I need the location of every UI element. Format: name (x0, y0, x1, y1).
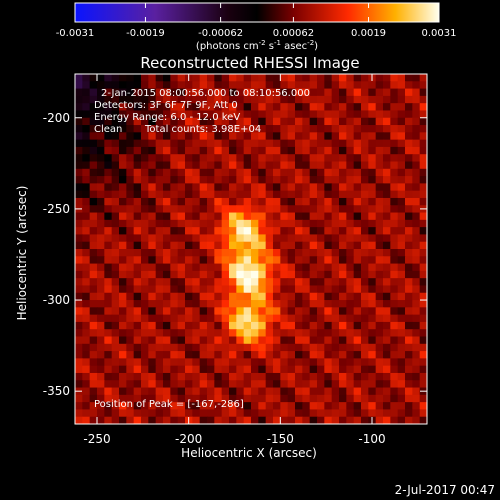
x-tick-label: -250 (83, 432, 110, 446)
colorbar-tick-label: -0.00062 (198, 28, 243, 39)
axis-ticks (75, 74, 427, 424)
x-tick-label: -150 (267, 432, 294, 446)
colorbar-ticks (74, 3, 440, 22)
x-tick-label: -100 (358, 432, 385, 446)
colorbar-units: (photons cm-2 s-1 asec-2) (196, 39, 318, 52)
heatmap-image (75, 74, 427, 424)
chart-title: Reconstructed RHESSI Image (140, 54, 359, 72)
annotation-clean: Clean (94, 124, 122, 135)
annotation-time-range: 2-Jan-2015 08:00:56.000 to 08:10:56.000 (101, 88, 310, 99)
colorbar-tick-label: 0.0031 (422, 28, 457, 39)
y-tick-labels: -200 -250 -300 -350 (43, 111, 70, 398)
annotation-energy-range: Energy Range: 6.0 - 12.0 keV (94, 112, 240, 123)
colorbar-tick-label: -0.0031 (56, 28, 95, 39)
y-tick-label: -350 (43, 384, 70, 398)
plot-area (74, 73, 428, 425)
y-axis-label: Heliocentric Y (arcsec) (15, 186, 29, 321)
colorbar-gradient (74, 2, 440, 23)
colorbar-tick-label: -0.0019 (126, 28, 165, 39)
plot-frame (74, 73, 428, 425)
x-tick-labels: -250 -200 -150 -100 (83, 432, 385, 446)
y-tick-label: -250 (43, 202, 70, 216)
y-tick-label: -200 (43, 111, 70, 125)
footer-date: 2-Jul-2017 00:47 (395, 483, 495, 497)
annotation-total-counts: Total counts: 3.98E+04 (144, 124, 261, 135)
x-tick-label: -200 (175, 432, 202, 446)
colorbar-tick-labels: -0.0031 -0.0019 -0.00062 0.00062 0.0019 0.003… (56, 28, 457, 39)
annotation-peak-position: Position of Peak = [-167,-286] (94, 399, 244, 410)
image-annotations: 2-Jan-2015 08:00:56.000 to 08:10:56.000 … (94, 88, 310, 410)
x-axis-label: Heliocentric X (arcsec) (181, 446, 317, 460)
colorbar-tick-label: 0.00062 (273, 28, 314, 39)
y-tick-label: -300 (43, 293, 70, 307)
colorbar-tick-label: 0.0019 (351, 28, 386, 39)
colorbar: -0.0031 -0.0019 -0.00062 0.00062 0.0019 0.003… (56, 2, 457, 52)
annotation-detectors: Detectors: 3F 6F 7F 9F, Att 0 (94, 100, 238, 111)
